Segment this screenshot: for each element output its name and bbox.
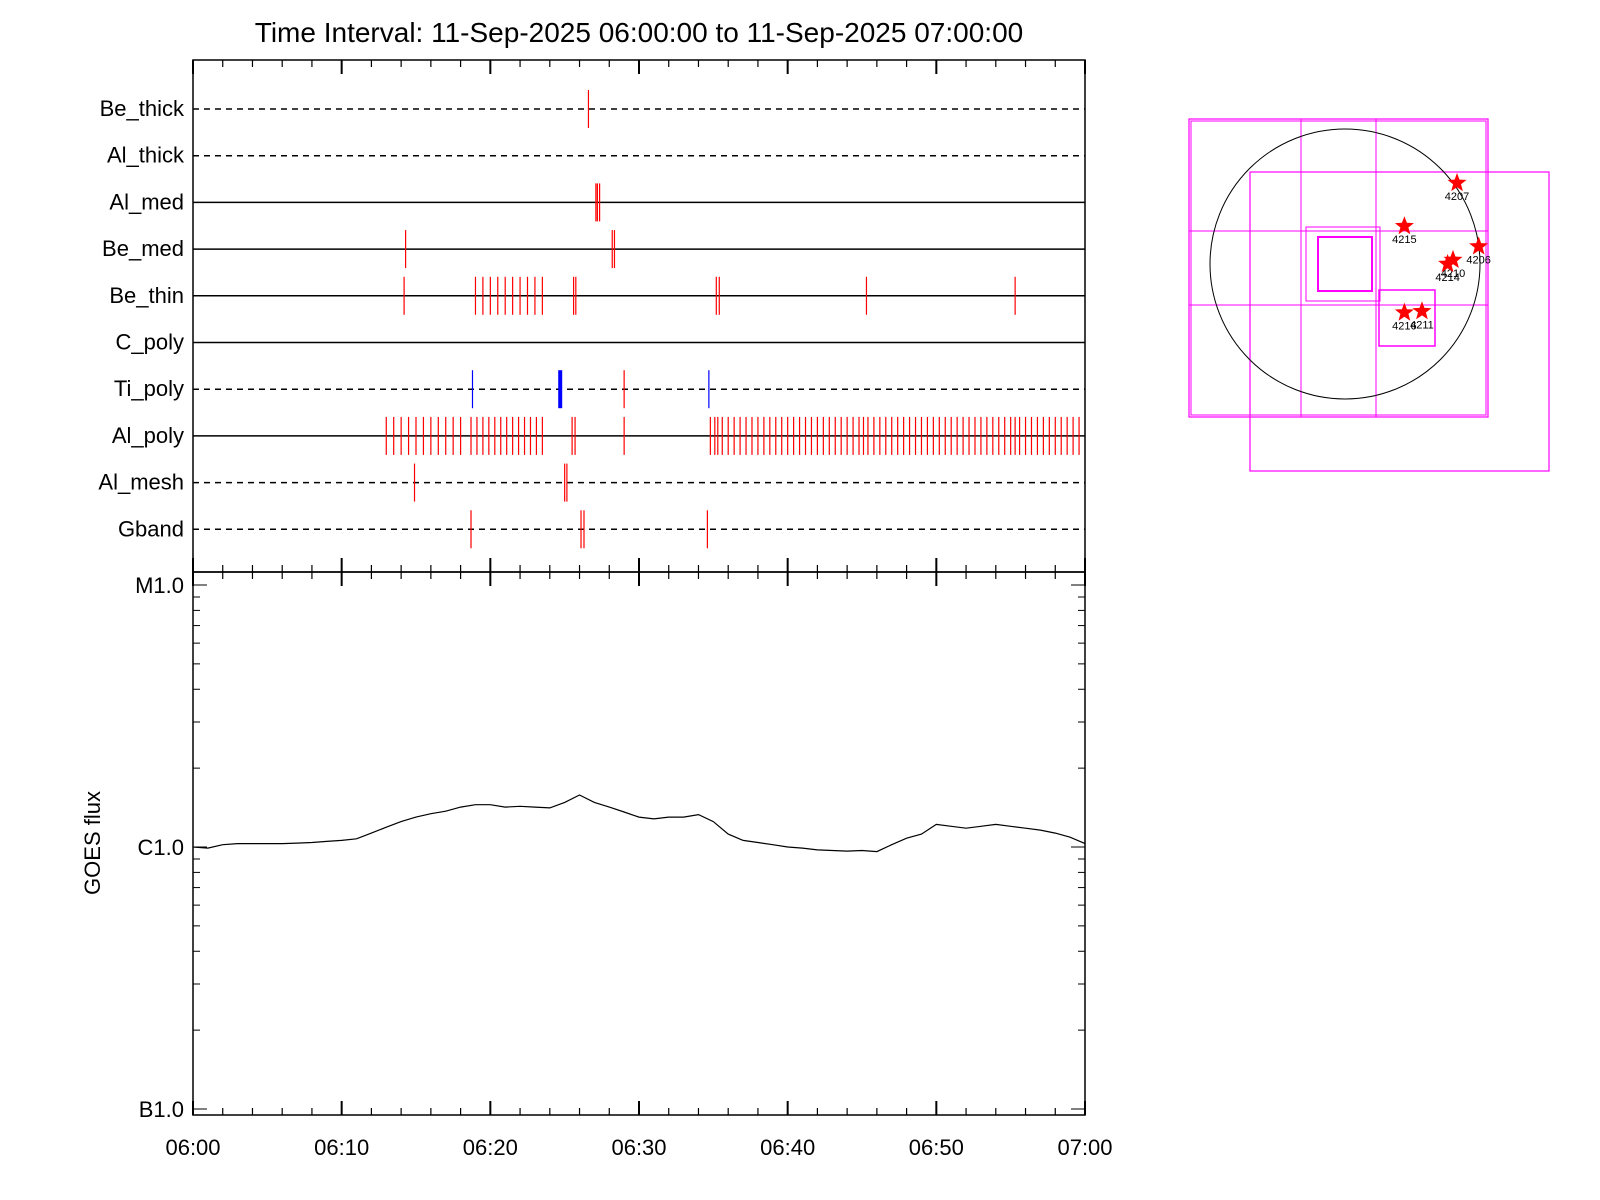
active-region-label: 4216: [1392, 321, 1416, 333]
active-region-label: 4207: [1445, 191, 1469, 203]
active-region-label: 4211: [1410, 319, 1434, 331]
fov-box-small: [1378, 289, 1436, 347]
active-region-star-icon: [1438, 254, 1458, 273]
filter-label: Be_thin: [109, 283, 184, 308]
filter-label: Ti_poly: [114, 376, 184, 401]
goes-flux-line: [192, 794, 1086, 853]
y-tick-label: C1.0: [138, 835, 184, 860]
x-tick-label: 06:00: [165, 1135, 220, 1160]
x-tick-label: 06:40: [760, 1135, 815, 1160]
filter-label: Be_med: [102, 236, 184, 261]
solar-disk: [1209, 128, 1481, 400]
x-tick-label: 06:50: [909, 1135, 964, 1160]
x-tick-label: 06:30: [611, 1135, 666, 1160]
active-region-label: 4215: [1392, 234, 1416, 246]
y-tick-label: B1.0: [139, 1097, 184, 1122]
active-region-star-icon: [1447, 173, 1467, 192]
active-region-star-icon: [1412, 301, 1432, 320]
filter-label: Be_thick: [100, 96, 185, 121]
fov-box-center-outer: [1305, 226, 1381, 302]
active-region-label: 4214: [1435, 272, 1459, 284]
active-region-star-icon: [1469, 236, 1489, 255]
y-tick-label: M1.0: [135, 573, 184, 598]
filter-label: Gband: [118, 516, 184, 541]
x-tick-label: 07:00: [1057, 1135, 1112, 1160]
filter-label: Al_med: [109, 189, 184, 214]
active-region-label: 4206: [1466, 254, 1490, 266]
active-region-label: 4210: [1441, 268, 1465, 280]
filter-label: C_poly: [116, 330, 184, 355]
filter-timeline-panel: Be_thick Al_thick Al_med Be_med Be_thin C_pol…: [98, 59, 1086, 573]
timeline-frame: [192, 59, 1086, 573]
fov-box-offset: [1249, 171, 1550, 472]
goes-frame: [192, 571, 1086, 1116]
filter-label: Al_mesh: [98, 470, 184, 495]
fov-box-center-inner: [1317, 236, 1373, 292]
filter-label: Al_poly: [112, 423, 184, 448]
active-region-star-icon: [1443, 249, 1463, 268]
x-tick-label: 06:10: [314, 1135, 369, 1160]
fov-box-large-inner: [1190, 120, 1487, 416]
y-axis-label: GOES flux: [80, 791, 105, 895]
filter-label: Al_thick: [107, 143, 185, 168]
x-tick-label: 06:20: [463, 1135, 518, 1160]
goes-flux-panel: M1.0 C1.0 B1.0 06:00 06:10 06:20 06:30 06:40 06…: [80, 571, 1113, 1160]
chart-title: Time Interval: 11-Sep-2025 06:00:00 to 1…: [255, 17, 1023, 48]
active-region-star-icon: [1394, 216, 1414, 235]
active-region-star-icon: [1394, 302, 1414, 321]
fov-box-large: [1188, 118, 1489, 418]
